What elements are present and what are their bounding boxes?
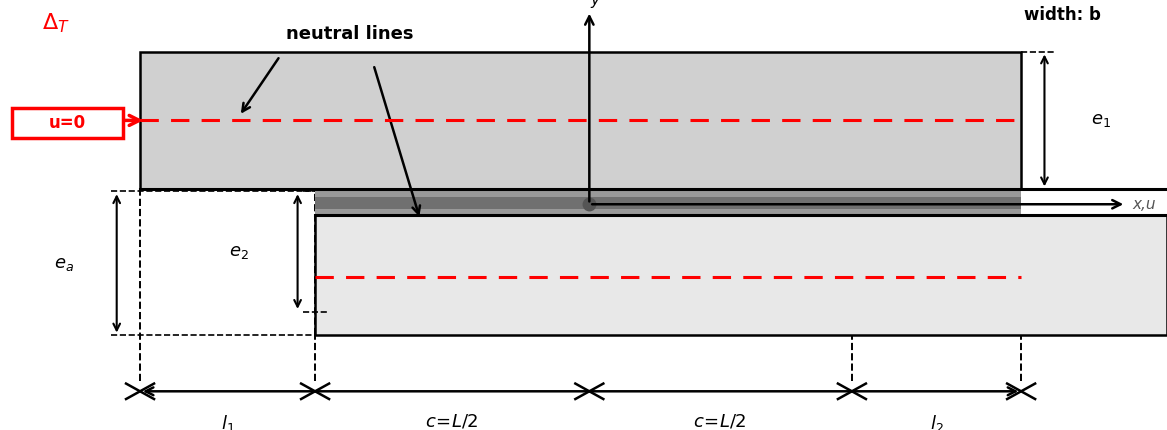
Text: width: b: width: b	[1023, 6, 1100, 25]
Text: $e_2$: $e_2$	[230, 243, 249, 261]
Text: $e_a$: $e_a$	[54, 255, 75, 273]
Text: u=0: u=0	[49, 114, 85, 132]
Bar	[12, 108, 123, 138]
Text: $\Delta_T$: $\Delta_T$	[42, 12, 70, 35]
Text: $c\!=\!L/2$: $c\!=\!L/2$	[425, 413, 478, 430]
Bar	[315, 215, 1167, 335]
Text: neutral lines: neutral lines	[286, 25, 414, 43]
Text: y: y	[591, 0, 600, 8]
Text: $c\!=\!L/2$: $c\!=\!L/2$	[693, 413, 747, 430]
Text: $e_1$: $e_1$	[1091, 111, 1111, 129]
Bar	[315, 197, 1021, 209]
Text: x,u: x,u	[1132, 197, 1155, 212]
Bar	[140, 52, 1021, 189]
Text: $l_1$: $l_1$	[221, 413, 235, 430]
Bar	[315, 191, 1021, 215]
Text: $l_2$: $l_2$	[930, 413, 944, 430]
